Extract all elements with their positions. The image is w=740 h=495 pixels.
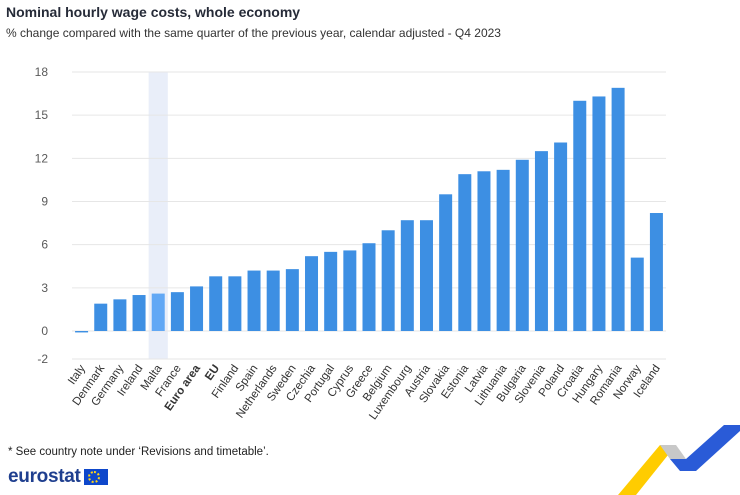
bar xyxy=(94,303,108,331)
y-tick-label: 9 xyxy=(41,195,48,209)
bar xyxy=(247,270,261,331)
bar xyxy=(190,286,204,331)
bar xyxy=(132,295,146,331)
bar xyxy=(554,142,568,331)
decorative-corner-graphic xyxy=(618,425,740,495)
bar xyxy=(458,174,472,331)
bar xyxy=(266,270,280,331)
bar xyxy=(496,169,510,331)
bar xyxy=(151,293,165,331)
bar xyxy=(477,171,491,331)
bar xyxy=(305,256,319,331)
chart-subtitle: % change compared with the same quarter … xyxy=(6,26,501,40)
bar xyxy=(75,331,89,333)
y-tick-label: 3 xyxy=(41,281,48,295)
eurostat-logo: eurostat xyxy=(8,466,108,488)
bar xyxy=(649,213,663,331)
bar xyxy=(285,269,299,331)
bar xyxy=(611,87,625,331)
y-tick-label: 0 xyxy=(41,324,48,338)
hover-band xyxy=(148,72,168,359)
bar xyxy=(534,151,548,331)
y-tick-label: 18 xyxy=(35,65,49,79)
bar xyxy=(573,100,587,332)
eu-flag-icon xyxy=(83,469,108,485)
bar xyxy=(113,299,127,331)
bar xyxy=(381,230,395,331)
y-tick-label: 6 xyxy=(41,238,48,252)
bar xyxy=(630,257,644,331)
bar xyxy=(209,276,223,331)
bar xyxy=(439,194,453,331)
bar xyxy=(400,220,414,331)
bar xyxy=(515,159,529,331)
bar-chart: -20369121518ItalyDenmarkGermanyIrelandMa… xyxy=(35,65,666,422)
bar xyxy=(592,96,606,331)
bar xyxy=(343,250,357,331)
logo-text: eurostat xyxy=(8,466,81,487)
y-tick-label: 12 xyxy=(35,151,49,165)
y-tick-label: -2 xyxy=(37,352,48,366)
chart-title: Nominal hourly wage costs, whole economy xyxy=(6,4,301,20)
bar xyxy=(324,251,338,331)
bar xyxy=(362,243,376,331)
y-tick-label: 15 xyxy=(35,108,49,122)
bar xyxy=(228,276,242,331)
bar xyxy=(419,220,433,331)
footnote: * See country note under ‘Revisions and … xyxy=(8,446,269,458)
bar xyxy=(170,292,184,331)
